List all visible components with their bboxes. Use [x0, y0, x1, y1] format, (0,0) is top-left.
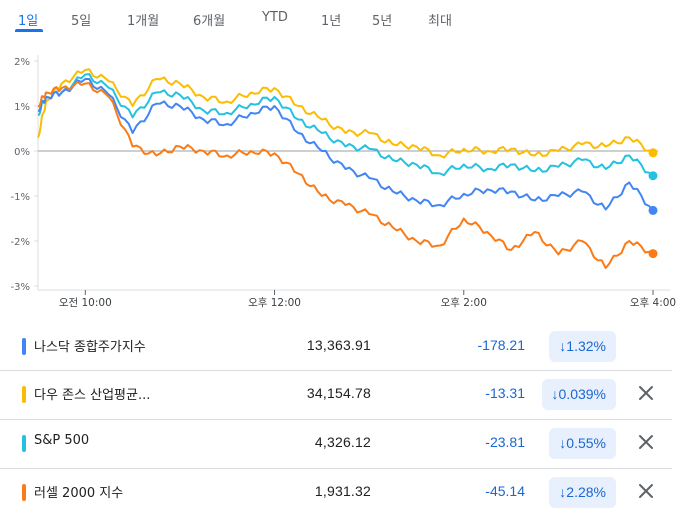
percent-change-badge: ↓0.55% [549, 428, 616, 459]
index-row[interactable]: S&P 500 4,326.12 -23.81 ↓0.55% [0, 419, 672, 468]
down-arrow-icon: ↓ [559, 435, 567, 451]
close-icon [639, 435, 653, 449]
percent-change-value: 1.32% [566, 338, 606, 354]
series-end-dot [648, 249, 658, 259]
down-arrow-icon: ↓ [559, 338, 567, 354]
index-change: -45.14 [485, 483, 525, 499]
tab-5d[interactable]: 5일 [71, 14, 92, 29]
series-color-marker [22, 386, 26, 403]
x-tick-label: 오후 4:00 [630, 297, 676, 309]
index-row[interactable]: 다우 존스 산업평균... 34,154.78 -13.31 ↓0.039% [0, 370, 672, 419]
chart-svg: 2%1%0%-1%-2%-3% 오전 10:00 오후 12:00 오후 2:00 오… [11, 55, 676, 309]
index-row[interactable]: 나스닥 종합주가지수 13,363.91 -178.21 ↓1.32% [0, 323, 672, 371]
series-line [37, 73, 654, 177]
series-end-dot [648, 148, 658, 158]
index-name[interactable]: 러셀 2000 지수 [34, 486, 124, 501]
index-name[interactable]: 나스닥 종합주가지수 [34, 340, 146, 355]
active-tab-indicator [15, 29, 43, 32]
tab-1d[interactable]: 1일 [18, 14, 39, 29]
remove-index-button[interactable] [634, 479, 658, 503]
index-price: 34,154.78 [306, 385, 371, 401]
series-line [37, 78, 654, 212]
index-row[interactable]: 러셀 2000 지수 1,931.32 -45.14 ↓2.28% [0, 468, 672, 517]
series-line [37, 68, 654, 159]
series-end-dot [648, 205, 658, 215]
close-icon [639, 386, 653, 400]
index-change: -23.81 [485, 434, 525, 450]
series-color-marker [22, 435, 26, 452]
series-color-marker [22, 338, 26, 355]
x-tick-label: 오후 2:00 [441, 297, 487, 309]
x-tick-label: 오후 12:00 [248, 297, 301, 309]
y-tick-label: -2% [11, 237, 30, 248]
y-tick-label: -1% [11, 192, 30, 203]
series-end-dot [648, 171, 658, 181]
tab-max[interactable]: 최대 [428, 14, 452, 29]
percent-change-value: 2.28% [566, 484, 606, 500]
tab-ytd[interactable]: YTD [262, 10, 288, 25]
tab-1y[interactable]: 1년 [321, 14, 342, 29]
percent-change-badge: ↓2.28% [549, 477, 616, 508]
chart-x-axis: 오전 10:00 오후 12:00 오후 2:00 오후 4:00 [59, 290, 676, 309]
tab-6m[interactable]: 6개월 [193, 14, 226, 29]
index-price: 1,931.32 [314, 483, 371, 499]
percent-change-value: 0.039% [558, 386, 606, 402]
tab-5y[interactable]: 5년 [372, 14, 393, 29]
close-icon [639, 484, 653, 498]
y-tick-label: 1% [14, 102, 30, 113]
y-tick-label: 0% [14, 147, 30, 158]
series-color-marker [22, 484, 26, 501]
index-price: 13,363.91 [306, 337, 371, 353]
index-price: 4,326.12 [314, 434, 371, 450]
y-tick-label: -3% [11, 282, 30, 293]
down-arrow-icon: ↓ [559, 484, 567, 500]
remove-index-button[interactable] [634, 430, 658, 454]
time-range-tabs: 1일 5일 1개월 6개월 YTD 1년 5년 최대 [0, 0, 684, 38]
chart-series [37, 68, 658, 269]
y-tick-label: 2% [14, 57, 30, 68]
index-change: -178.21 [477, 337, 525, 353]
chart-grid: 2% 1% 0% -1% -2% -3% [11, 55, 670, 293]
index-chart[interactable]: 2% 1% 0% -1% -2% -3% 오전 10:00 오후 12:00 오후 2:00 오… [0, 40, 684, 312]
index-name[interactable]: 다우 존스 산업평균... [34, 388, 151, 403]
remove-index-button[interactable] [634, 381, 658, 405]
x-tick-label: 오전 10:00 [59, 297, 112, 309]
percent-change-badge: ↓1.32% [549, 331, 616, 362]
percent-change-value: 0.55% [566, 435, 606, 451]
tab-1m[interactable]: 1개월 [127, 14, 160, 29]
series-line [37, 80, 654, 269]
index-change: -13.31 [485, 385, 525, 401]
percent-change-badge: ↓0.039% [541, 379, 616, 410]
down-arrow-icon: ↓ [551, 386, 559, 402]
index-name[interactable]: S&P 500 [34, 433, 90, 448]
